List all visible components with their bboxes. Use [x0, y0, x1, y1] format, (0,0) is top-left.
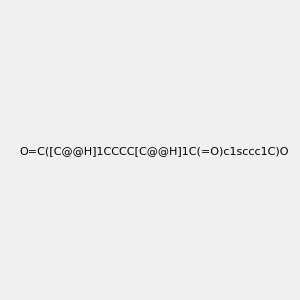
Text: O=C([C@@H]1CCCC[C@@H]1C(=O)c1sccc1C)O: O=C([C@@H]1CCCC[C@@H]1C(=O)c1sccc1C)O [19, 146, 289, 157]
